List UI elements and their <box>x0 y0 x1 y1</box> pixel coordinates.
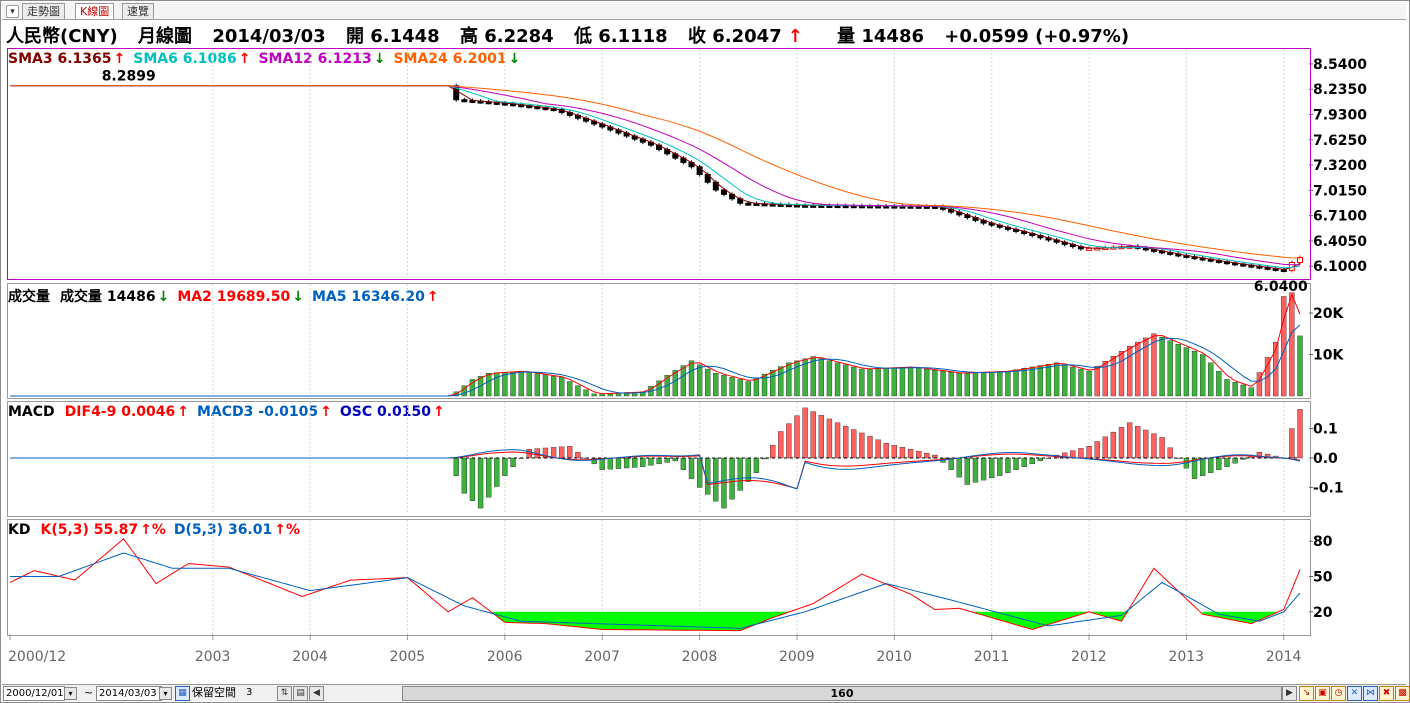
down-arrow-icon: ↓ <box>292 289 304 305</box>
up-arrow-icon: ↑ <box>177 404 189 420</box>
end-date-dropdown-icon[interactable]: ▾ <box>159 687 172 700</box>
clock-icon[interactable]: ◷ <box>1331 686 1346 701</box>
end-date-field[interactable]: 2014/03/03 <box>96 686 162 701</box>
kd-panel[interactable]: KD K(5,3) 55.87 ↑% D(5,3) 36.01 ↑% <box>7 519 1311 636</box>
high-price: 高 6.2284 <box>459 26 554 47</box>
up-arrow-icon: ↑% <box>140 522 166 538</box>
up-arrow-icon: ↑ <box>320 404 332 420</box>
down-arrow-icon: ↓ <box>157 289 170 305</box>
volume-legend-item: MA2 19689.50 ↓ <box>177 289 304 305</box>
fit-icon[interactable]: ▤ <box>293 686 308 701</box>
down-arrow-icon: ↓ <box>373 51 386 67</box>
volume-legend-text: MA5 16346.20 <box>311 289 425 305</box>
start-date-dropdown-icon[interactable]: ▾ <box>64 687 77 700</box>
kd-legend-item: D(5,3) 36.01 ↑% <box>174 522 300 538</box>
kd-legend: KD K(5,3) 55.87 ↑% D(5,3) 36.01 ↑% <box>8 522 308 538</box>
kd-legend-text: KD <box>8 522 31 538</box>
price-legend-text: SMA24 6.2001 <box>393 51 507 67</box>
quote-header: 人民幣(CNY) 月線圖 2014/03/03 開 6.1448 高 6.228… <box>6 22 1143 47</box>
scroll-right-icon[interactable]: ▶ <box>1282 686 1297 701</box>
price-legend: SMA3 6.1365 ↑ SMA6 6.1086 ↑ SMA12 6.1213 ↓ SMA… <box>8 51 528 67</box>
kd-legend-text: K(5,3) 55.87 <box>40 522 139 538</box>
price-legend-item: SMA3 6.1365 ↑ <box>8 51 125 67</box>
settings-icon[interactable]: ▩ <box>1395 686 1410 701</box>
spin-icon[interactable]: ⇅ <box>277 686 292 701</box>
price-legend-text: SMA6 6.1086 <box>133 51 237 67</box>
price-legend-text: SMA3 6.1365 <box>8 51 112 67</box>
tab-bar: ▾ 走勢圖 K線圖 速覽 <box>2 2 1406 20</box>
volume-legend-text: 成交量 <box>8 289 50 305</box>
price-legend-item: SMA12 6.1213 ↓ <box>258 51 385 67</box>
up-arrow-icon: ↑ <box>787 26 803 47</box>
reserve-space-label: 保留空間 <box>192 686 236 699</box>
macd-legend-item: MACD <box>8 404 57 420</box>
kd-legend-item: K(5,3) 55.87 ↑% <box>40 522 165 538</box>
calendar-icon[interactable]: ▦ <box>175 686 190 701</box>
macd-legend-item: MACD3 -0.0105 ↑ <box>197 404 332 420</box>
period-label: 月線圖 <box>138 26 193 47</box>
volume-legend-text: MA2 19689.50 <box>177 289 291 305</box>
macd-legend: MACD DIF4-9 0.0046 ↑ MACD3 -0.0105 ↑ OSC 0.01… <box>8 404 453 420</box>
volume-legend-item: MA5 16346.20 ↑ <box>312 289 439 305</box>
bottom-toolbar: 2000/12/01 ▾ ~ 2014/03/03 ▾ ▦ 保留空間 3 ⇅ ▤… <box>2 684 1410 701</box>
down-arrow-icon: ↓ <box>508 51 521 67</box>
instrument-title: 人民幣(CNY) <box>6 26 118 47</box>
expand-icon[interactable]: ✕ <box>1347 686 1362 701</box>
volume-legend-item: 成交量 14486 ↓ <box>60 289 169 305</box>
tab-kline[interactable]: K線圖 <box>75 3 115 19</box>
volume-legend-text: 成交量 14486 <box>60 289 156 305</box>
tab-overview[interactable]: 速覽 <box>122 3 154 19</box>
close-price: 收 6.2047 ↑ <box>688 26 803 47</box>
volume-value: 量 14486 <box>837 26 924 47</box>
macd-legend-text: DIF4-9 0.0046 <box>64 404 176 420</box>
macd-legend-item: DIF4-9 0.0046 ↑ <box>65 404 189 420</box>
volume-legend: 成交量 成交量 14486 ↓ MA2 19689.50 ↓ MA5 16346.20 ↑ <box>8 286 447 306</box>
tab-menu-chevron-icon[interactable]: ▾ <box>6 5 19 18</box>
up-arrow-icon: ↑ <box>238 51 251 67</box>
change-value: +0.0599 (+0.97%) <box>944 26 1130 47</box>
horizontal-scrollbar[interactable]: 160 <box>402 686 1282 701</box>
macd-panel[interactable]: MACD DIF4-9 0.0046 ↑ MACD3 -0.0105 ↑ OSC 0.01… <box>7 401 1311 517</box>
up-arrow-icon: ↑ <box>113 51 126 67</box>
note-icon[interactable]: ▣ <box>1315 686 1330 701</box>
volume-legend-item: 成交量 <box>8 289 52 305</box>
macd-legend-text: MACD3 -0.0105 <box>197 404 319 420</box>
date-range-separator: ~ <box>84 686 94 699</box>
up-arrow-icon: ↑ <box>426 289 439 305</box>
macd-legend-text: MACD <box>8 404 55 420</box>
reserve-space-value[interactable]: 3 <box>246 687 253 698</box>
price-legend-item: SMA6 6.1086 ↑ <box>133 51 250 67</box>
start-date-field[interactable]: 2000/12/01 <box>3 686 65 701</box>
scroll-left-icon[interactable]: ◀ <box>309 686 324 701</box>
price-panel[interactable]: SMA3 6.1365 ↑ SMA6 6.1086 ↑ SMA12 6.1213 ↓ SMA… <box>7 48 1311 280</box>
quote-date: 2014/03/03 <box>212 26 326 47</box>
price-legend-item: SMA24 6.2001 ↓ <box>393 51 520 67</box>
close-icon[interactable]: ✖ <box>1379 686 1394 701</box>
open-price: 開 6.1448 <box>345 26 440 47</box>
kd-legend-item: KD <box>8 522 32 538</box>
low-price: 低 6.1118 <box>573 26 668 47</box>
up-arrow-icon: ↑ <box>433 404 445 420</box>
volume-panel[interactable]: 成交量 成交量 14486 ↓ MA2 19689.50 ↓ MA5 16346.20 ↑ <box>7 283 1311 399</box>
zoom-out-icon[interactable]: ↘ <box>1299 686 1314 701</box>
macd-legend-item: OSC 0.0150 ↑ <box>340 404 445 420</box>
compress-icon[interactable]: ⋈ <box>1363 686 1378 701</box>
up-arrow-icon: ↑% <box>274 522 301 538</box>
macd-legend-text: OSC 0.0150 <box>339 404 432 420</box>
price-legend-text: SMA12 6.1213 <box>258 51 372 67</box>
tab-trend[interactable]: 走勢圖 <box>22 3 65 19</box>
kd-legend-text: D(5,3) 36.01 <box>173 522 273 538</box>
scroll-value: 160 <box>830 687 854 700</box>
